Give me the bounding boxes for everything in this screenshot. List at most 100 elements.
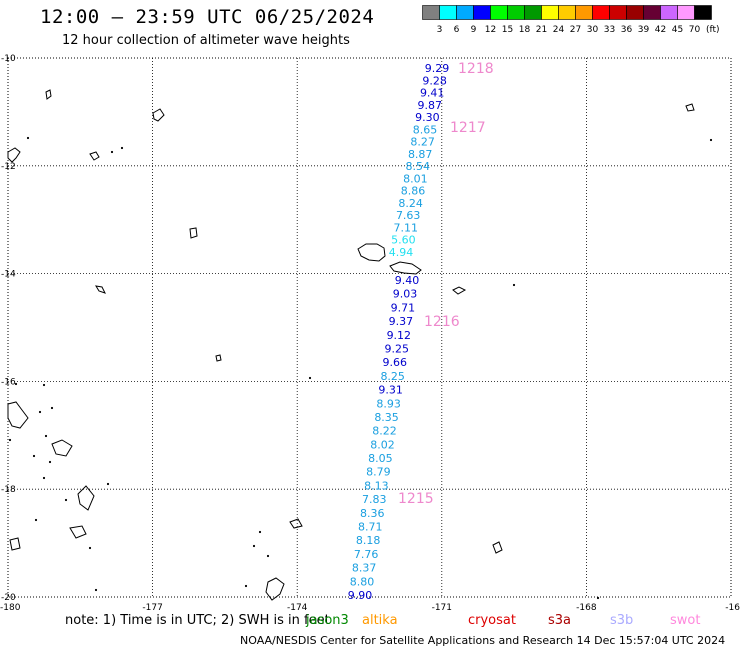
swh-value: 8.54 xyxy=(406,160,431,173)
swh-value: 9.29 xyxy=(425,62,450,75)
satellite-label-altika: altika xyxy=(362,613,398,628)
track-time-label: 1216 xyxy=(424,314,460,330)
islet xyxy=(94,588,98,592)
islet xyxy=(64,498,68,502)
islet xyxy=(244,584,248,588)
swh-value: 5.60 xyxy=(391,234,416,247)
island xyxy=(45,89,52,100)
swh-value: 7.11 xyxy=(394,221,419,234)
time-labels: 1218 1217 1216 1215 xyxy=(398,61,494,507)
island xyxy=(7,401,29,429)
track-time-label: 1217 xyxy=(450,120,486,136)
island xyxy=(152,108,165,122)
swh-value: 7.76 xyxy=(354,548,379,561)
swh-value: 9.31 xyxy=(378,384,403,397)
islet xyxy=(88,546,92,550)
swh-value: 9.30 xyxy=(415,111,440,124)
lat-tick-label: -12 xyxy=(1,162,16,172)
swh-value: 8.27 xyxy=(410,136,435,149)
swh-value: 9.90 xyxy=(348,589,373,602)
satellite-label-swot: swot xyxy=(670,613,701,628)
swh-value: 8.93 xyxy=(376,397,401,410)
satellite-label-jason3: jason3 xyxy=(306,613,349,628)
island xyxy=(77,485,95,511)
island xyxy=(7,147,21,163)
lon-tick-label: -171 xyxy=(432,603,452,613)
islet xyxy=(120,146,124,150)
swh-value: 9.40 xyxy=(395,274,420,287)
island xyxy=(685,103,695,112)
islet xyxy=(512,283,516,287)
islet xyxy=(48,460,52,464)
map-frame xyxy=(7,57,732,598)
swh-value: 9.41 xyxy=(420,87,445,100)
islet xyxy=(38,410,42,414)
legend-tick-label: 24 xyxy=(553,25,565,35)
islet xyxy=(8,438,12,442)
chart-subtitle: 12 hour collection of altimeter wave hei… xyxy=(62,33,350,48)
lat-tick-label: -18 xyxy=(1,485,16,495)
legend-tick-label: 3 xyxy=(437,25,443,35)
swh-value: 9.25 xyxy=(385,342,410,355)
swh-value: 8.65 xyxy=(413,123,438,136)
legend-tick-label: 9 xyxy=(471,25,477,35)
islet xyxy=(32,454,36,458)
small-islets xyxy=(8,136,713,600)
swh-value: 9.71 xyxy=(391,301,416,314)
legend-tick-label: 21 xyxy=(536,25,547,35)
islet xyxy=(258,530,262,534)
lon-tick-label: -174 xyxy=(287,603,308,613)
islet xyxy=(266,554,270,558)
lon-tick-label: -16 xyxy=(725,603,740,613)
swh-value: 8.35 xyxy=(374,411,399,424)
swh-value: 8.71 xyxy=(358,521,383,534)
track-time-label: 1215 xyxy=(398,491,434,507)
color-legend: 3 6 9 12 15 18 21 24 27 30 33 36 39 42 45 70 (ft) xyxy=(422,5,720,35)
swh-value: 4.94 xyxy=(389,246,414,259)
islet xyxy=(26,136,30,140)
islet xyxy=(252,544,256,548)
legend-tick-label: 45 xyxy=(672,25,683,35)
swh-value: 9.12 xyxy=(387,329,412,342)
legend-tick-label: 42 xyxy=(655,25,666,35)
islet xyxy=(106,482,110,486)
swh-value: 9.28 xyxy=(422,74,447,87)
legend-tick-label: 27 xyxy=(570,25,581,35)
swh-value: 8.05 xyxy=(368,452,393,465)
swh-value: 8.02 xyxy=(370,438,395,451)
credit-line: NOAA/NESDIS Center for Satellite Applica… xyxy=(240,634,726,647)
jason3-track: 9.299.289.419.879.308.658.278.878.548.01… xyxy=(348,62,450,602)
islet xyxy=(44,434,48,438)
swh-value: 8.86 xyxy=(401,185,426,198)
legend-tick-label: 6 xyxy=(454,25,460,35)
coastlines xyxy=(7,89,695,601)
swh-value: 8.25 xyxy=(380,370,405,383)
track-time-label: 1218 xyxy=(458,61,494,77)
lat-tick-label: -10 xyxy=(1,54,16,64)
island xyxy=(492,541,503,554)
grid-lines xyxy=(7,57,732,598)
island xyxy=(189,227,198,239)
legend-tick-label: 39 xyxy=(638,25,650,35)
legend-tick-label: 70 xyxy=(689,25,701,35)
island-upolu xyxy=(389,261,422,275)
swh-value: 8.01 xyxy=(403,172,428,185)
island xyxy=(289,518,303,529)
satellite-label-s3b: s3b xyxy=(610,613,634,628)
swh-value: 8.24 xyxy=(398,197,423,210)
satellite-label-cryosat: cryosat xyxy=(468,613,516,628)
swh-value: 8.37 xyxy=(352,562,377,575)
swh-value: 8.18 xyxy=(356,534,381,547)
lon-tick-label: -177 xyxy=(142,603,162,613)
satellite-label-s3a: s3a xyxy=(548,613,572,628)
islet xyxy=(42,476,46,480)
island xyxy=(9,537,21,551)
island-savaii xyxy=(357,243,386,262)
islet xyxy=(50,406,54,410)
swh-value: 8.87 xyxy=(408,148,433,161)
islet xyxy=(709,138,713,142)
chart-title: 12:00 – 23:59 UTC 06/25/2024 xyxy=(40,6,375,28)
island xyxy=(51,439,73,457)
lon-tick-label: -168 xyxy=(576,603,597,613)
